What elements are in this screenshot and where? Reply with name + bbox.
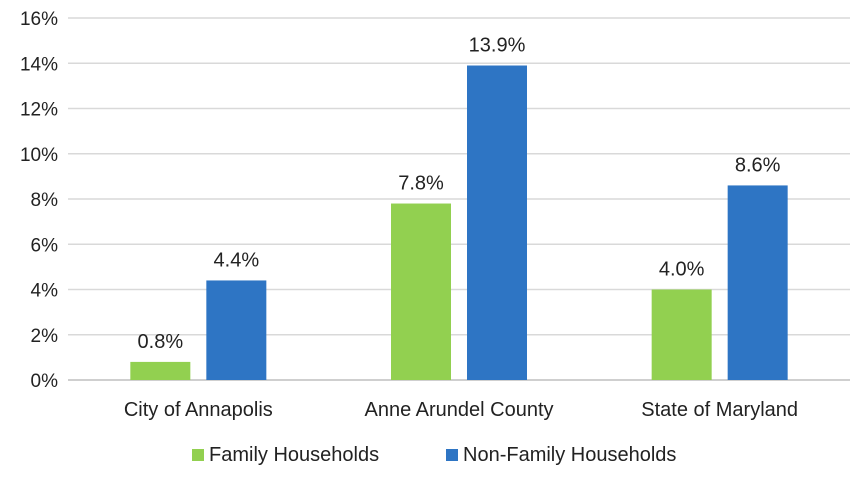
y-tick-label: 10% [20,145,58,166]
legend: Family Households Non-Family Households [192,444,676,466]
data-label: 7.8% [398,173,444,195]
y-tick-label: 14% [20,54,58,75]
y-tick-label: 2% [31,326,59,347]
x-axis-categories: City of Annapolis Anne Arundel County Stat… [124,399,798,421]
bars [130,65,788,380]
data-labels: 0.8% 4.4% 7.8% 13.9% 4.0% 8.6% [138,35,781,353]
legend-label: Non-Family Households [463,444,676,466]
bar [206,280,267,380]
x-category-label: City of Annapolis [124,399,273,421]
data-label: 4.0% [659,259,705,281]
data-label: 8.6% [735,154,781,176]
bar [651,289,712,380]
bar [467,65,527,380]
y-tick-label: 8% [31,190,59,211]
bar [130,361,191,380]
bar [391,203,451,380]
legend-swatch [446,449,458,461]
bar [727,185,788,380]
data-label: 0.8% [138,331,184,353]
y-axis-ticks: 0% 2% 4% 6% 8% 10% 12% 14% 16% [20,9,58,392]
legend-label: Family Households [209,444,379,466]
data-label: 13.9% [469,35,526,57]
x-category-label: State of Maryland [641,399,798,421]
y-tick-label: 6% [31,235,59,256]
y-tick-label: 16% [20,9,58,30]
y-tick-label: 12% [20,100,58,121]
y-tick-label: 4% [31,281,59,302]
data-label: 4.4% [214,249,260,271]
legend-swatch [192,449,204,461]
x-category-label: Anne Arundel County [364,399,553,421]
y-tick-label: 0% [31,371,59,392]
grid-lines [68,17,850,381]
